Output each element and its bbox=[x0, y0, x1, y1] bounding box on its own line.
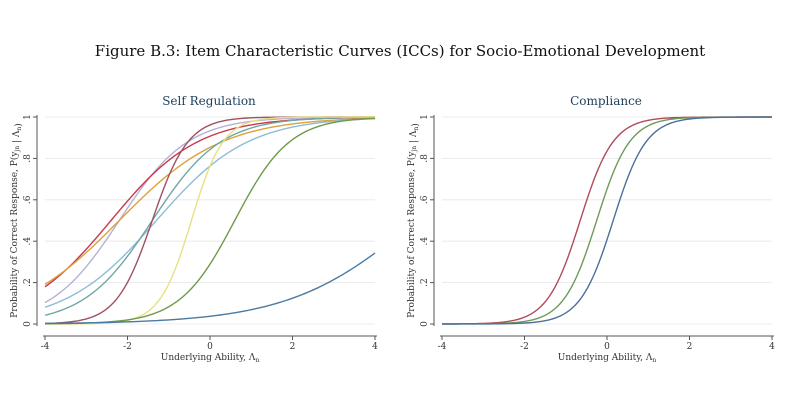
y-tick-label: .6 bbox=[23, 195, 33, 204]
chart-panel-2: Compliance 0 .2 .4 .6 .8 1 -4 -2 0 2 4 Underlying Ab… bbox=[406, 94, 775, 364]
x-tick-label: -2 bbox=[123, 342, 132, 352]
icc-curve-2 bbox=[44, 116, 376, 288]
icc-curve-7 bbox=[45, 116, 375, 325]
y-tick-label: .2 bbox=[420, 278, 430, 287]
x-tick-label: 4 bbox=[769, 342, 775, 352]
y-tick-label: .4 bbox=[23, 237, 33, 246]
y-tick-label: 0 bbox=[23, 321, 33, 327]
icc-curve-1 bbox=[441, 116, 772, 325]
panel-title: Compliance bbox=[570, 94, 642, 108]
figure-title: Figure B.3: Item Characteristic Curves (… bbox=[94, 42, 706, 60]
x-tick-label: -4 bbox=[438, 342, 447, 352]
x-tick-label: -4 bbox=[41, 342, 50, 352]
x-axis-label: Underlying Ability, Λn bbox=[161, 353, 260, 364]
y-tick-label: 1 bbox=[23, 114, 33, 120]
icc-curve-3 bbox=[44, 117, 376, 285]
y-tick-label: .4 bbox=[420, 237, 430, 246]
y-tick-label: 1 bbox=[420, 114, 430, 120]
y-tick-label: .8 bbox=[23, 154, 33, 163]
y-tick-label: .6 bbox=[420, 195, 430, 204]
icc-curve-5 bbox=[44, 116, 376, 316]
x-tick-label: 0 bbox=[604, 342, 610, 352]
y-axis-label: Probability of Correct Response, P(yjn |… bbox=[406, 123, 421, 318]
panel-title: Self Regulation bbox=[162, 94, 256, 108]
chart-panel-1: Self Regulation 0 .2 .4 .6 .8 1 -4 -2 0 2 4 Underlyi… bbox=[9, 94, 378, 364]
x-tick-label: 2 bbox=[687, 342, 693, 352]
icc-curve-3 bbox=[442, 116, 773, 325]
x-tick-label: 4 bbox=[372, 342, 378, 352]
icc-curve-9 bbox=[44, 252, 376, 325]
y-tick-label: .2 bbox=[23, 278, 33, 287]
x-tick-label: 0 bbox=[207, 342, 213, 352]
y-axis-label: Probability of Correct Response, P(yjn |… bbox=[9, 123, 24, 318]
x-axis-label: Underlying Ability, Λn bbox=[558, 353, 657, 364]
x-tick-label: -2 bbox=[520, 342, 529, 352]
y-tick-label: .8 bbox=[420, 154, 430, 163]
icc-curve-1 bbox=[44, 116, 376, 304]
icc-curve-2 bbox=[442, 116, 772, 325]
y-tick-label: 0 bbox=[420, 321, 430, 327]
x-tick-label: 2 bbox=[290, 342, 296, 352]
